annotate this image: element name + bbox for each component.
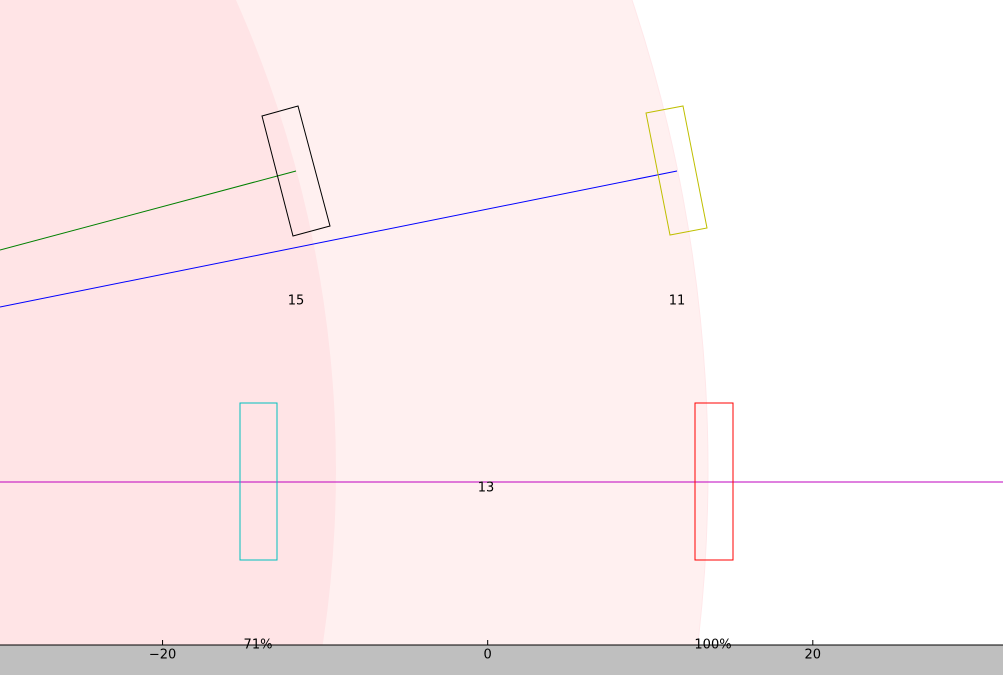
label: 71%	[244, 638, 273, 653]
vehicle-cyan	[239, 402, 278, 561]
label: 100%	[694, 638, 731, 653]
x-tick-label: 20	[805, 648, 822, 663]
ray-green	[0, 170, 297, 251]
vehicle-red	[694, 402, 734, 561]
x-tick-label: −20	[149, 648, 176, 663]
range-inner	[0, 0, 336, 675]
label: 11	[669, 294, 686, 309]
label: 13	[478, 481, 495, 496]
x-tick-label: 0	[484, 648, 492, 663]
vehicle-black	[261, 105, 331, 237]
label: 15	[288, 294, 305, 309]
ray-blue	[0, 170, 678, 308]
axis-band	[0, 645, 1003, 675]
vehicle-yellow	[645, 105, 708, 236]
